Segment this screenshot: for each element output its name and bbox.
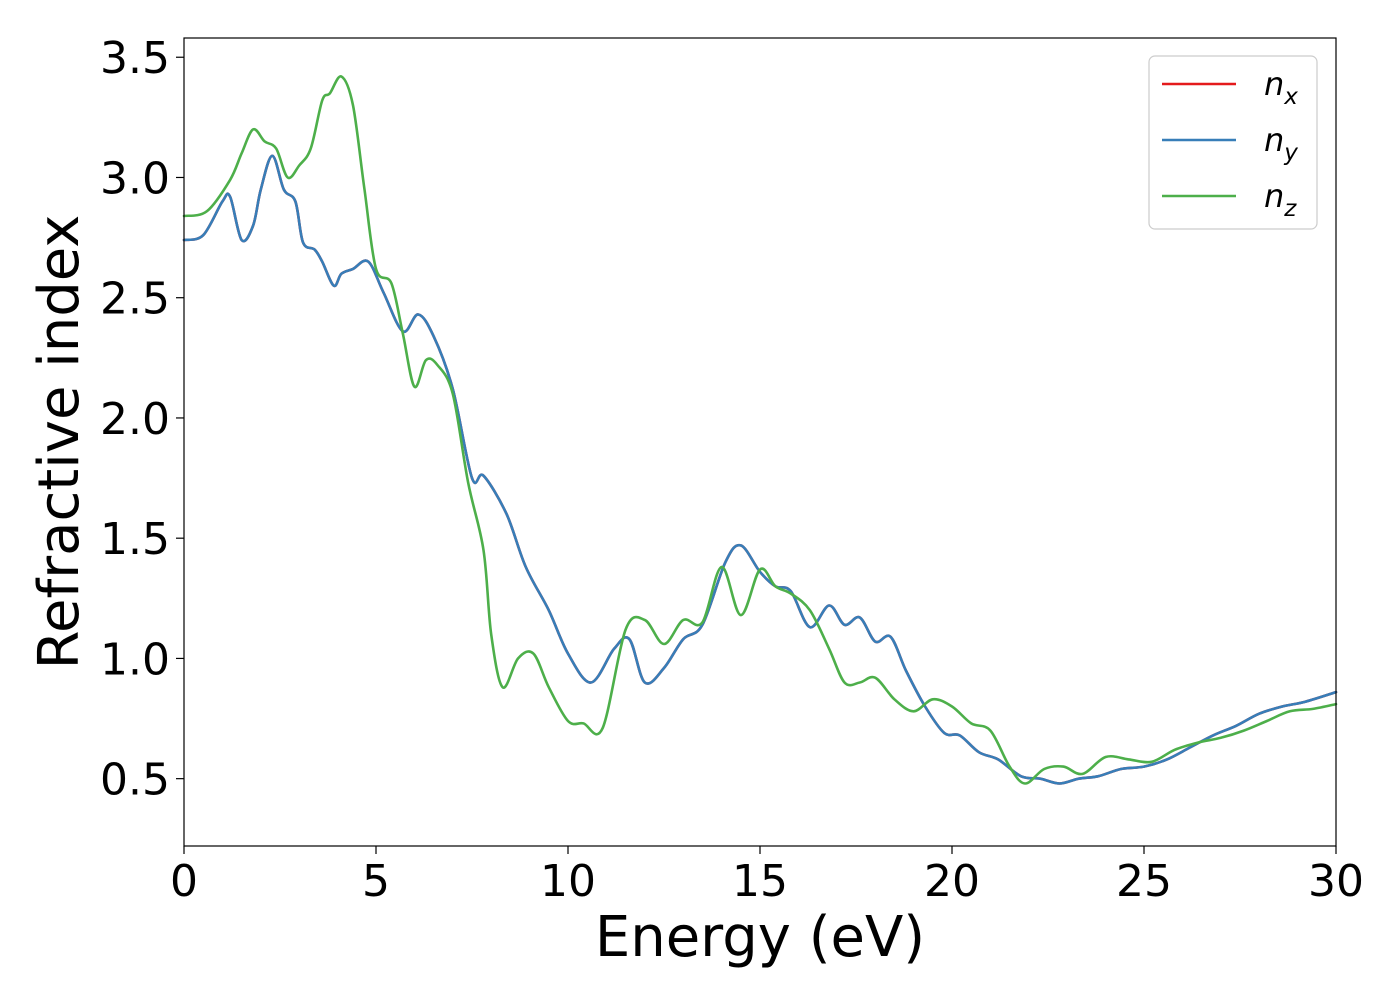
y-tick-label: 2.0 (100, 394, 170, 445)
x-tick-label: 10 (540, 856, 596, 907)
x-axis-label: Energy (eV) (595, 905, 925, 970)
legend-label-nx: nx (1264, 65, 1298, 110)
x-tick-label: 25 (1116, 856, 1172, 907)
legend-box (1148, 55, 1318, 230)
series-line-n-x (182, 154, 1338, 785)
y-axis-label: Refractive index (27, 215, 92, 670)
y-tick-label: 3.5 (100, 33, 170, 84)
y-tick-label: 0.5 (100, 755, 170, 806)
y-tick-label: 1.5 (100, 514, 170, 565)
x-tick-label: 30 (1308, 856, 1364, 907)
x-tick-label: 0 (170, 856, 198, 907)
y-tick-label: 3.0 (100, 153, 170, 204)
legend-label-ny: ny (1264, 121, 1298, 166)
x-tick-label: 20 (924, 856, 980, 907)
legend-label-nz: nz (1264, 177, 1297, 222)
y-tick-label: 2.5 (100, 274, 170, 325)
x-axis-ticks: 0 5 10 15 20 25 30 (170, 846, 1364, 907)
x-tick-label: 5 (362, 856, 390, 907)
y-axis-ticks: 0.5 1.0 1.5 2.0 2.5 3.0 3.5 (100, 33, 184, 806)
series-line-n-y (182, 154, 1338, 785)
legend: nx ny nz (1148, 55, 1318, 230)
series-line-n-z (182, 75, 1338, 785)
series-layer (182, 75, 1338, 785)
x-tick-label: 15 (732, 856, 788, 907)
y-tick-label: 1.0 (100, 634, 170, 685)
